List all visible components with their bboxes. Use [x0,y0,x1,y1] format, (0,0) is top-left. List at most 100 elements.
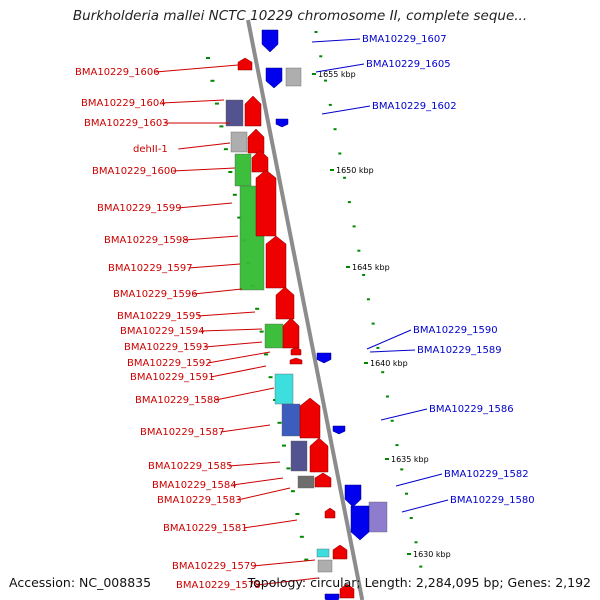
cog-block [264,323,284,349]
label-leader-line [228,461,281,467]
tick-label: 1630 kbp [413,550,451,559]
forward-gene-label: BMA10229_1606 [75,67,160,78]
forward-gene-label: BMA10229_1583 [157,495,242,506]
forward-gene-label: BMA10229_1579 [172,561,257,572]
forward-gene-arrow [299,397,321,439]
cog-block [285,67,302,87]
cog-block [290,440,308,472]
reverse-gene-label: BMA10229_1607 [362,34,447,45]
forward-gene-label: BMA10229_1587 [140,427,225,438]
accession-text: Accession: NC_008835 [9,575,152,590]
cog-block [274,373,294,405]
map-title: Burkholderia mallei NCTC 10229 chromosom… [72,8,528,24]
tick-label: 1640 kbp [370,359,408,368]
forward-gene-arrow [339,583,355,599]
label-leader-line [184,235,239,241]
label-leader-line [401,499,449,513]
forward-gene-arrow [275,286,295,320]
label-leader-line [311,38,361,43]
forward-gene-label: BMA10229_1596 [113,289,198,300]
topology-text: Topology: circular; Length: 2,284,095 bp… [247,575,591,590]
reverse-gene-arrow [332,425,346,435]
reverse-gene-arrow [344,484,362,508]
forward-gene-arrow [247,128,265,154]
reverse-gene-label: BMA10229_1582 [444,469,529,480]
label-leader-line [321,105,371,115]
forward-gene-label: BMA10229_1594 [120,326,205,337]
label-leader-line [220,424,271,433]
cog-block [225,99,244,127]
cog-block [230,131,248,153]
reverse-gene-label: BMA10229_1590 [413,325,498,336]
label-leader-line [210,365,267,378]
label-leader-line [204,341,263,348]
forward-gene-label: dehII-1 [133,144,168,155]
tick-label: 1635 kbp [391,455,429,464]
forward-gene-label: BMA10229_1598 [104,235,189,246]
tick-label: 1655 kbp [318,70,356,79]
label-leader-line [207,351,271,364]
forward-gene-label: BMA10229_1593 [124,342,209,353]
label-leader-line [197,311,256,317]
forward-gene-label: BMA10229_1599 [97,203,182,214]
forward-gene-arrow [255,169,277,237]
forward-gene-label: BMA10229_1604 [81,98,166,109]
forward-gene-arrow [332,544,348,560]
reverse-gene-label: BMA10229_1602 [372,101,457,112]
reverse-gene-arrow [265,67,283,89]
forward-gene-arrow [309,437,329,473]
forward-gene-arrow [244,95,262,127]
forward-gene-label: BMA10229_1581 [163,523,248,534]
forward-gene-arrow [314,472,332,488]
label-leader-line [395,473,443,487]
label-leader-line [178,142,231,150]
reverse-gene-arrow [261,29,279,53]
label-leader-line [188,263,241,269]
forward-gene-arrow [265,235,287,289]
forward-gene-label: BMA10229_1588 [135,395,220,406]
label-leader-line [369,349,416,353]
label-leader-line [252,559,316,567]
forward-gene-arrow [290,346,302,356]
cog-block [316,548,330,558]
forward-gene-arrow [289,357,303,365]
tick-label: 1645 kbp [352,263,390,272]
forward-gene-label: BMA10229_1600 [92,166,177,177]
forward-gene-label: BMA10229_1597 [108,263,193,274]
reverse-gene-arrow [350,505,370,541]
label-leader-line [315,63,365,73]
reverse-gene-arrow [316,352,332,364]
tick-label: 1650 kbp [336,166,374,175]
forward-gene-label: BMA10229_1592 [127,358,212,369]
forward-gene-label: BMA10229_1603 [84,118,169,129]
cog-block [234,153,252,187]
forward-gene-label: BMA10229_1595 [117,311,202,322]
label-leader-line [232,477,284,486]
forward-gene-label: BMA10229_1584 [152,480,237,491]
label-leader-line [161,99,225,104]
label-leader-line [155,64,239,73]
reverse-gene-label: BMA10229_1580 [450,495,535,506]
label-leader-line [243,519,298,529]
forward-gene-label: BMA10229_1578 [176,580,261,591]
label-leader-line [366,329,412,350]
label-leader-line [177,202,233,209]
reverse-gene-label: BMA10229_1586 [429,404,514,415]
label-leader-line [200,328,263,332]
cog-block [297,475,315,489]
backbone-line [246,19,365,600]
reverse-gene-arrow [324,593,340,600]
reverse-gene-arrow [275,118,289,128]
cog-block [317,559,333,573]
label-leader-line [193,288,243,295]
reverse-gene-label: BMA10229_1589 [417,345,502,356]
label-leader-line [237,487,291,501]
forward-gene-arrow [251,149,269,173]
cog-block [281,403,301,437]
label-leader-line [215,387,275,401]
forward-gene-label: BMA10229_1591 [130,372,215,383]
forward-gene-arrow [282,317,300,349]
label-leader-line [380,408,428,421]
forward-gene-label: BMA10229_1585 [148,461,233,472]
